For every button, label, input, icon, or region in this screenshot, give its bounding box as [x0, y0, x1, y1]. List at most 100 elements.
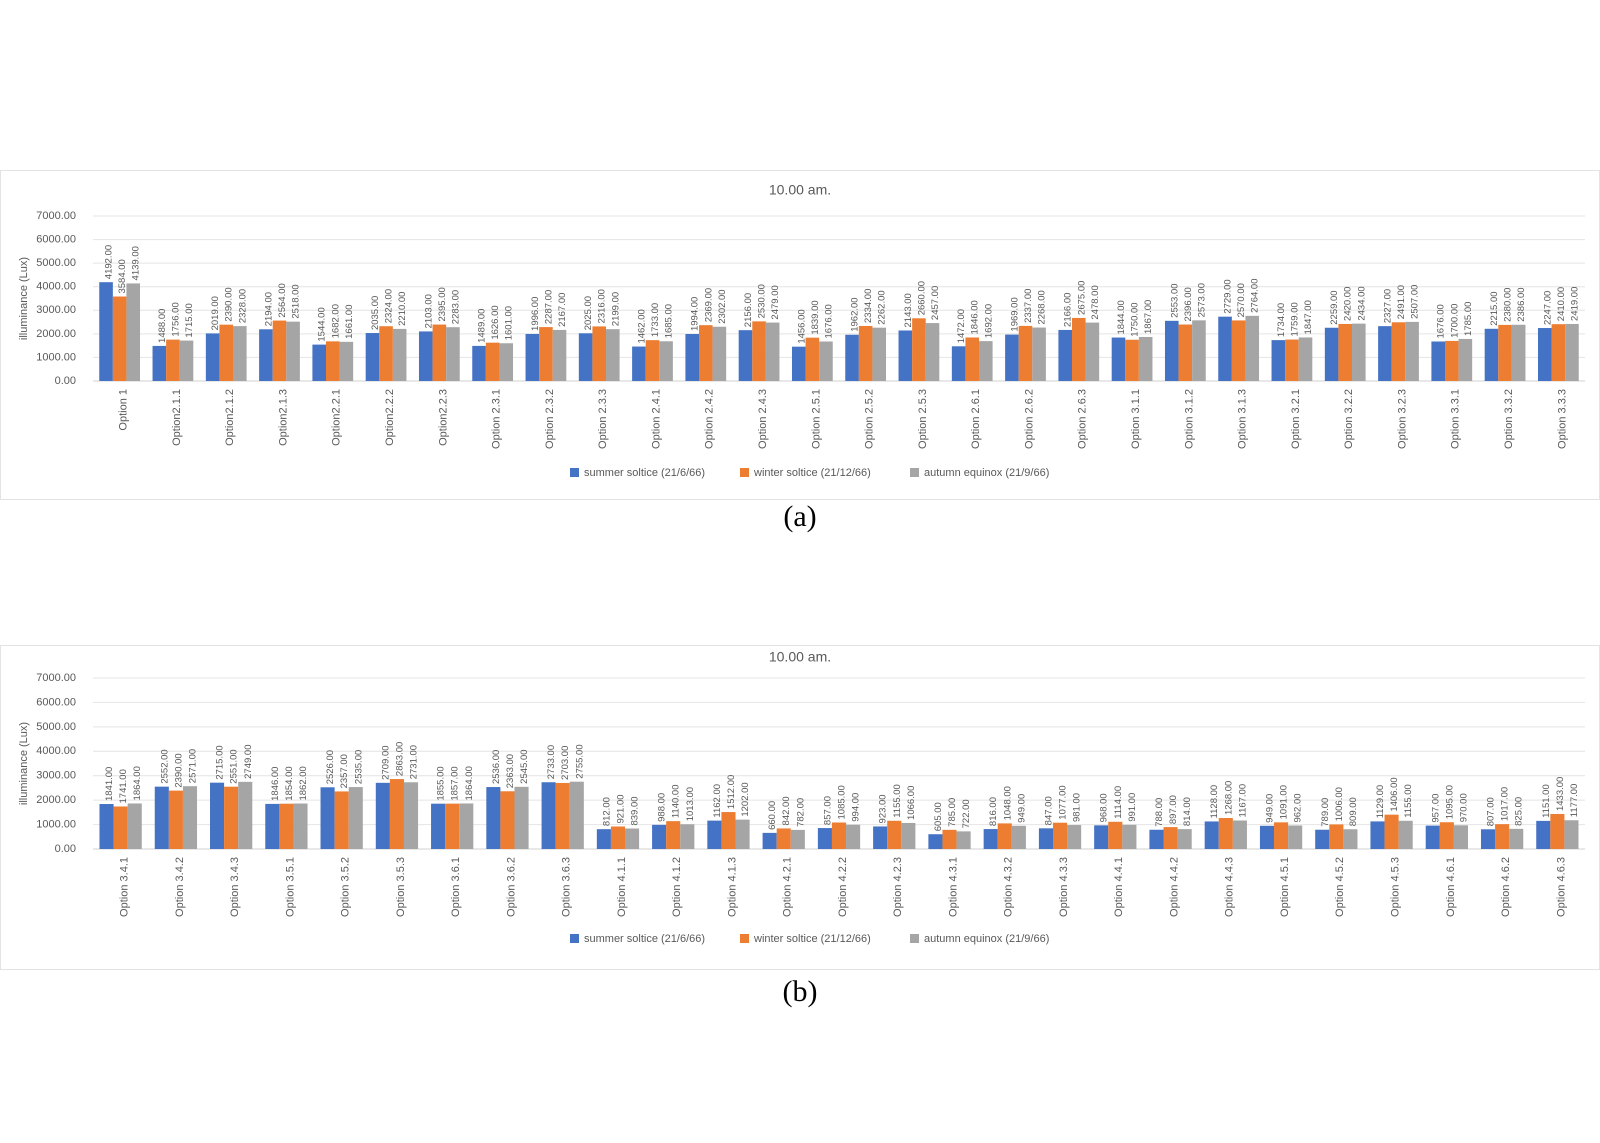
bar	[312, 344, 326, 381]
x-tick-label: Option2.1.2	[224, 389, 236, 446]
legend-label: summer soltice (21/6/66)	[584, 467, 705, 479]
bar	[472, 345, 486, 381]
bar	[965, 337, 980, 381]
bar	[1315, 829, 1330, 849]
bar	[1431, 341, 1445, 381]
bar	[379, 326, 393, 381]
bar	[1439, 822, 1454, 849]
bar	[1511, 324, 1526, 381]
bar	[1271, 340, 1286, 381]
data-label: 1091.00	[1279, 785, 1290, 819]
chart-title: 10.00 am.	[769, 182, 831, 198]
data-label: 2156.00	[743, 293, 754, 327]
bar	[569, 781, 584, 849]
x-tick-label: Option2.1.3	[277, 389, 289, 446]
bar	[1138, 336, 1153, 381]
y-tick-label: 6000.00	[36, 696, 76, 708]
data-label: 2479.00	[770, 285, 781, 319]
data-label: 1962.00	[850, 297, 861, 331]
bar	[956, 831, 971, 849]
bar	[979, 341, 993, 381]
bar	[1204, 821, 1219, 849]
bar	[1067, 825, 1082, 849]
x-tick-label: Option 3.1.2	[1183, 389, 1195, 449]
x-tick-label: Option 3.2.2	[1343, 389, 1355, 449]
data-label: 2571.00	[187, 749, 198, 783]
data-label: 2334.00	[863, 289, 874, 323]
data-label: 2395.00	[437, 287, 448, 321]
bar	[1509, 828, 1524, 849]
bar	[1149, 829, 1164, 849]
data-label: 1741.00	[118, 769, 129, 803]
bar	[525, 333, 540, 381]
data-label: 2434.00	[1356, 286, 1367, 320]
data-label: 2327.00	[1382, 289, 1393, 323]
x-tick-label: Option 2.5.3	[917, 389, 929, 449]
x-tick-label: Option 4.6.1	[1445, 857, 1457, 917]
x-tick-label: Option2.2.1	[331, 389, 343, 446]
data-label: 1785.00	[1463, 302, 1474, 336]
bar	[1298, 337, 1313, 381]
x-tick-label: Option 4.4.3	[1224, 857, 1236, 917]
bar	[500, 791, 515, 849]
bar	[912, 318, 926, 381]
x-tick-label: Option2.2.2	[384, 389, 396, 446]
data-label: 2863.00	[394, 742, 405, 776]
x-tick-label: Option 3.4.2	[174, 857, 186, 917]
bar	[555, 782, 570, 849]
data-label: 2507.00	[1410, 285, 1421, 319]
data-label: 605.00	[933, 802, 944, 831]
bar	[1005, 334, 1019, 381]
x-tick-label: Option 3.4.1	[119, 857, 131, 917]
data-label: 1601.00	[504, 306, 515, 340]
x-tick-label: Option 4.1.3	[726, 857, 738, 917]
legend-swatch	[910, 934, 919, 943]
data-label: 1847.00	[1303, 300, 1314, 334]
data-label: 2535.00	[353, 750, 364, 784]
figure-caption-b: (b)	[782, 975, 818, 1008]
bar	[1177, 829, 1192, 849]
data-label: 2715.00	[215, 745, 226, 779]
data-label: 1048.00	[1002, 786, 1013, 820]
data-label: 1006.00	[1334, 787, 1345, 821]
data-label: 2268.00	[1037, 290, 1048, 324]
data-label: 4192.00	[104, 245, 115, 279]
x-tick-label: Option 4.1.1	[616, 857, 628, 917]
data-label: 3584.00	[117, 259, 128, 293]
data-label: 1862.00	[298, 766, 309, 800]
data-label: 949.00	[1264, 794, 1275, 823]
data-label: 1839.00	[810, 300, 821, 334]
data-label: 2729.00	[1223, 279, 1234, 313]
bar	[499, 343, 514, 381]
bar	[925, 323, 940, 381]
y-tick-label: 1000.00	[36, 818, 76, 830]
bar	[1536, 820, 1551, 849]
data-label: 2660.00	[916, 281, 927, 315]
bar	[592, 326, 607, 381]
bar	[1551, 324, 1566, 381]
bar	[1453, 825, 1468, 849]
data-label: 1095.00	[1444, 785, 1455, 819]
data-label: 1734.00	[1276, 303, 1287, 337]
y-axis-label: illuminance (Lux)	[18, 722, 30, 805]
data-label: 2103.00	[423, 294, 434, 328]
data-label: 2199.00	[610, 292, 621, 326]
data-label: 2703.00	[560, 746, 571, 780]
bar	[1550, 813, 1565, 849]
bar	[1458, 338, 1473, 381]
data-label: 1700.00	[1449, 304, 1460, 338]
data-label: 816.00	[988, 797, 999, 826]
data-label: 1066.00	[906, 786, 917, 820]
x-tick-label: Option 4.3.2	[1003, 857, 1015, 917]
data-label: 2363.00	[505, 754, 516, 788]
x-tick-label: Option 4.5.1	[1279, 857, 1291, 917]
data-label: 2390.00	[224, 287, 235, 321]
x-tick-label: Option2.2.3	[437, 389, 449, 446]
data-label: 2457.00	[930, 286, 941, 320]
data-label: 842.00	[781, 796, 792, 825]
x-tick-label: Option 3.5.1	[284, 857, 296, 917]
legend-label: winter soltice (21/12/66)	[753, 933, 871, 945]
bar	[1398, 820, 1413, 849]
data-label: 2396.00	[1183, 287, 1194, 321]
data-label: 2194.00	[263, 292, 274, 326]
